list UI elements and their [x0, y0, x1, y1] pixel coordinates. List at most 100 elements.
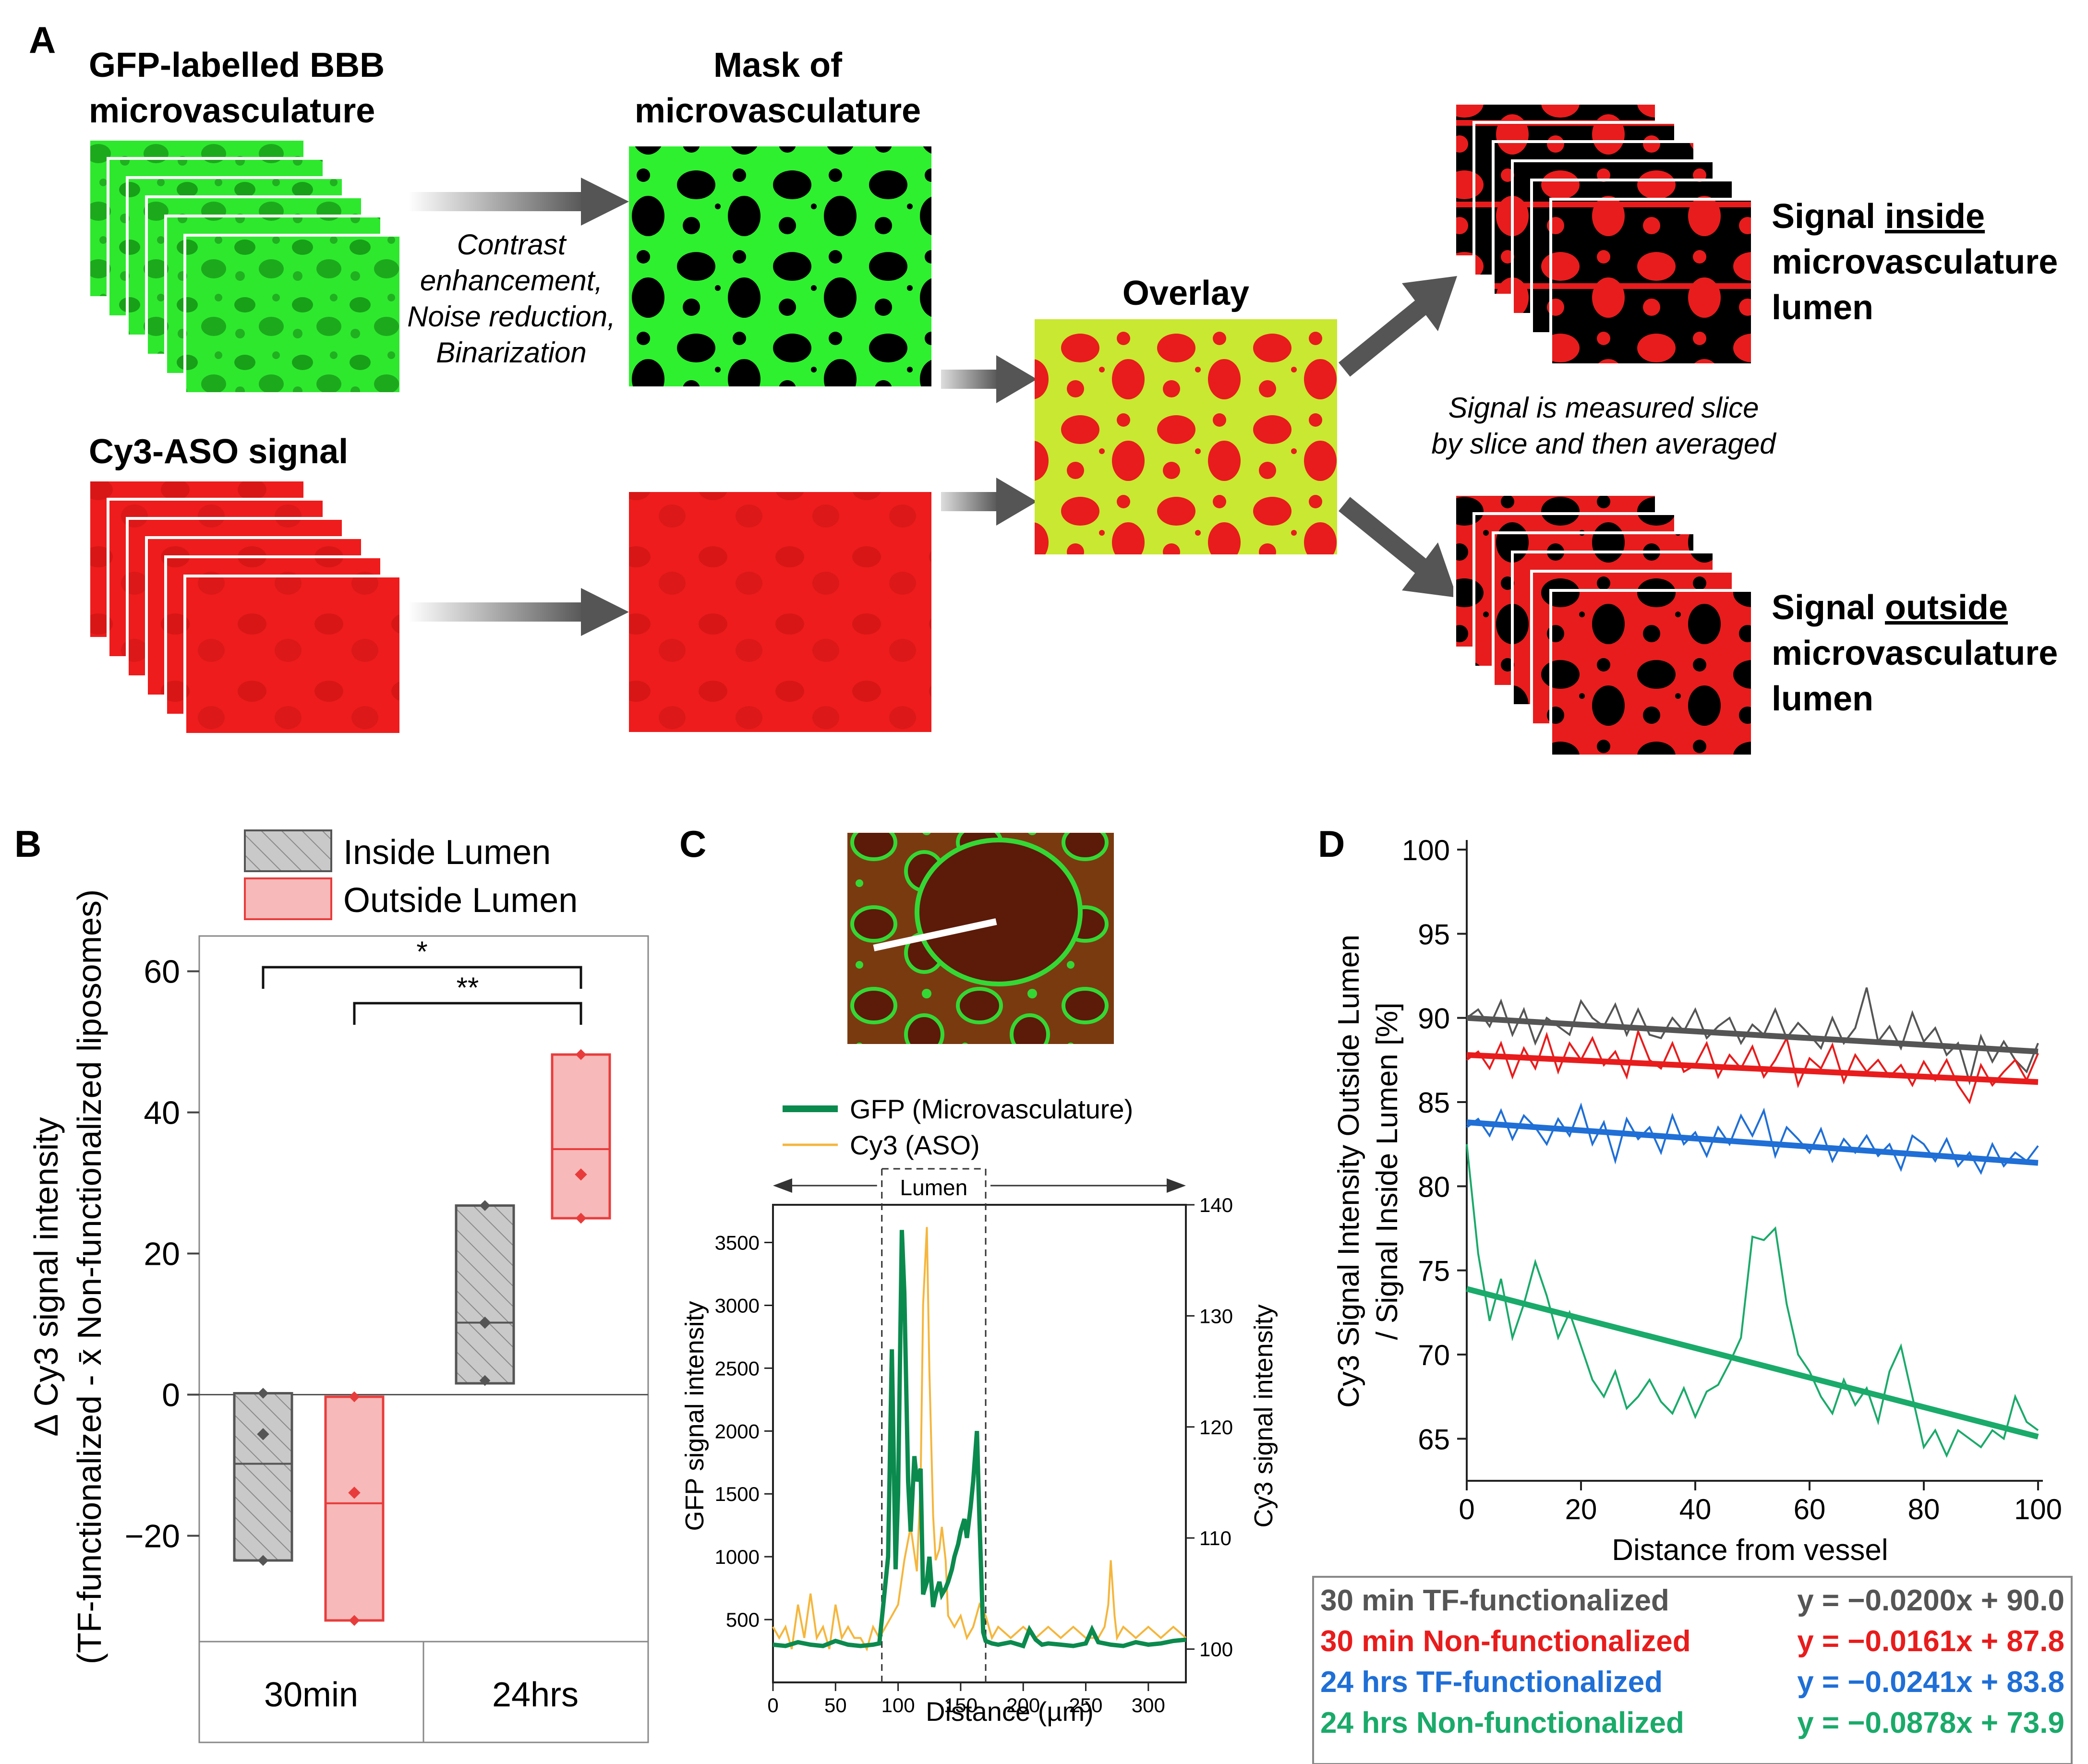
series-line-gfp: [772, 1230, 1186, 1649]
series-line-24-hrs-non-functionalized: [1466, 1144, 2039, 1458]
significance-bracket: *: [262, 936, 582, 989]
fit-legend-name: 30 min TF-functionalized: [1320, 1584, 1669, 1617]
outside-arrowhead-left: [773, 1178, 792, 1193]
fit-line-30-min-non-functionalized: [1466, 1052, 2039, 1085]
line-profile-path: [873, 918, 997, 951]
svg-text:Cy3 Signal Intensity Outside L: Cy3 Signal Intensity Outside Lumen: [1332, 935, 1365, 1408]
gfp-title-line2: microvasculature: [89, 92, 375, 130]
xlabel-d: Distance from vessel: [1612, 1534, 1888, 1567]
svg-text:microvasculature: microvasculature: [1772, 634, 2058, 672]
fit-line-24-hrs-tf-functionalized: [1466, 1119, 2039, 1166]
plot-area-d: 65 70 75 80 85 90 95 100 0 20 40 60 80 100: [1402, 834, 2062, 1525]
x-tick-label: 50: [824, 1694, 847, 1716]
xlabel-c: Distance (µm): [926, 1696, 1094, 1727]
y-tick-label: 95: [1418, 918, 1450, 950]
y-tick-label: 70: [1418, 1339, 1450, 1371]
box: [233, 1392, 293, 1562]
gfp-image-stack: [87, 138, 402, 395]
bracket-line: [353, 1002, 582, 1025]
panel-letter-c: C: [679, 823, 706, 865]
fit-line-24-hrs-non-functionalized: [1466, 1286, 2039, 1440]
legend-c: GFP (Microvasculature) Cy3 (ASO): [783, 1094, 1133, 1160]
box: [324, 1395, 385, 1622]
x-tick-label: 20: [1565, 1493, 1597, 1525]
panel-letter-b: B: [14, 823, 41, 865]
legend-b: Inside Lumen Outside Lumen: [244, 829, 578, 920]
panel-c: C GFP (Microvasculature) Cy3 (ASO) GFP s…: [679, 823, 1278, 1727]
fit-legend-equation: y = −0.0241x + 83.8: [1797, 1666, 2064, 1699]
svg-text:lumen: lumen: [1772, 288, 1873, 327]
ylabel-right-c: Cy3 signal intensity: [1249, 1304, 1278, 1527]
series-line-24-hrs-tf-functionalized: [1466, 1102, 2039, 1175]
y-axis-b: −20 0 20 40 60: [125, 954, 199, 1555]
data-point: [257, 1555, 269, 1566]
plot-frame-c: [772, 1204, 1187, 1683]
legend-swatch-inside: [244, 829, 332, 872]
y-tick-label: 90: [1418, 1003, 1450, 1035]
x-tick-label: 200: [1006, 1694, 1040, 1716]
arrow-overlay-to-inside: [1339, 276, 1457, 377]
y-tick-label: 0: [162, 1377, 180, 1414]
svg-text:Noise reduction,: Noise reduction,: [407, 300, 616, 333]
x-tick-label: 0: [1459, 1493, 1474, 1525]
box: [455, 1204, 515, 1385]
category-label-30min: 30min: [264, 1676, 358, 1714]
y-tick-label-right: 110: [1199, 1527, 1231, 1549]
lumen-label: Lumen: [900, 1175, 968, 1200]
x-tick-label: 250: [1069, 1694, 1102, 1716]
x-tick-label: 150: [944, 1694, 978, 1716]
arrow-mask-to-overlay: [941, 355, 1037, 403]
y-tick-label: 80: [1418, 1171, 1450, 1203]
y-tick-label: 20: [144, 1236, 180, 1272]
data-point: [575, 1049, 587, 1060]
y-tick-label: 100: [1402, 834, 1450, 866]
y-tick-label: 60: [144, 954, 180, 990]
outside-arrowhead-right: [1167, 1178, 1186, 1193]
overlay-image: [1035, 319, 1337, 554]
panel-letter-d: D: [1318, 823, 1345, 865]
data-point: [349, 1615, 360, 1626]
x-tick-label: 80: [1908, 1493, 1940, 1525]
fit-legend-equation: y = −0.0200x + 90.0: [1797, 1584, 2064, 1617]
y-tick-label: 40: [144, 1095, 180, 1131]
fit-legend-name: 24 hrs Non-functionalized: [1320, 1706, 1684, 1740]
y-tick-label-left: 3000: [715, 1294, 760, 1317]
y-tick-label-right: 100: [1199, 1638, 1233, 1661]
arrow-red-to-overlay: [941, 478, 1037, 526]
y-tick-label-left: 1500: [715, 1483, 760, 1505]
svg-text:lumen: lumen: [1772, 680, 1873, 718]
gfp-title-line1: GFP-labelled BBB: [89, 46, 385, 84]
box: [551, 1053, 611, 1220]
x-tick-label: 100: [2014, 1493, 2062, 1525]
y-tick-label-right: 130: [1199, 1305, 1233, 1327]
cy3-processed-image: [629, 492, 931, 732]
arrow-overlay-to-outside: [1339, 497, 1457, 598]
x-tick-label: 100: [881, 1694, 915, 1716]
legend-swatch-outside: [244, 877, 332, 920]
mask-image: [629, 146, 931, 386]
data-point: [575, 1212, 587, 1224]
category-label-24hrs: 24hrs: [492, 1676, 579, 1714]
x-tick-label: 60: [1794, 1493, 1826, 1525]
y-tick-label-left: 2500: [715, 1357, 760, 1380]
outside-signal-stack: [1453, 493, 1754, 757]
y-tick-label: −20: [125, 1518, 180, 1555]
arrow-gfp-to-mask: [408, 178, 629, 226]
svg-text:Signal outside: Signal outside: [1772, 588, 2008, 627]
svg-text:Signal is measured slice: Signal is measured slice: [1448, 392, 1759, 424]
significance-label: **: [457, 972, 479, 1004]
cy3-image-stack: [87, 479, 402, 736]
fit-line-30-min-tf-functionalized: [1466, 1015, 2039, 1055]
panel-a: A GFP-labelled BBB microvasculature Cont…: [29, 19, 2058, 757]
panel-letter-a: A: [29, 19, 56, 61]
panel-d: D Cy3 Signal Intensity Outside Lumen / S…: [1312, 823, 2073, 1764]
bracket-line: [262, 966, 582, 989]
y-tick-label-right: 120: [1199, 1416, 1233, 1439]
mask-title-line1: Mask of: [713, 46, 843, 84]
plot-area-b: ***: [199, 936, 648, 1626]
data-point: [479, 1375, 491, 1386]
data-point: [349, 1391, 360, 1403]
data-point: [479, 1200, 491, 1211]
y-tick-label-left: 1000: [715, 1546, 760, 1568]
